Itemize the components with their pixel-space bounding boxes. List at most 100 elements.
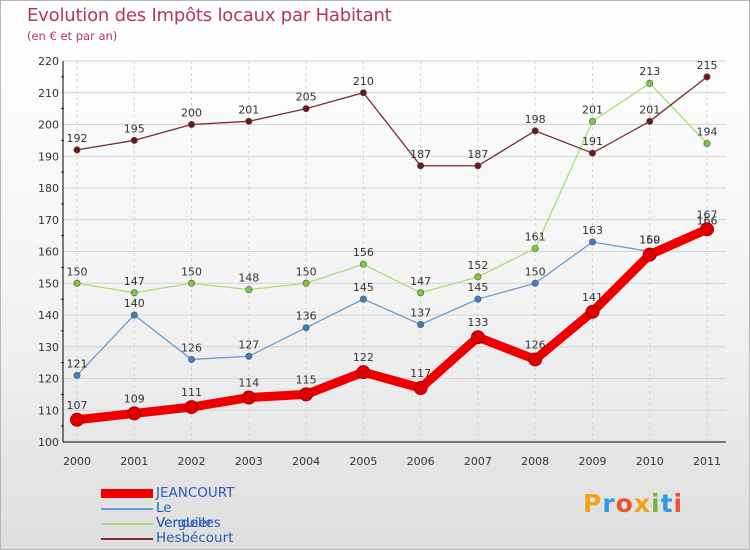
data-label: 117: [410, 367, 431, 380]
data-label: 114: [238, 377, 259, 390]
data-point: [359, 89, 367, 97]
data-point: [703, 73, 711, 81]
x-tick-label: 2010: [636, 455, 664, 468]
data-label: 166: [697, 214, 718, 227]
logo-letter: r: [602, 489, 616, 518]
data-label: 140: [124, 297, 145, 310]
data-label: 187: [467, 148, 488, 161]
data-point: [299, 387, 314, 402]
data-point: [356, 365, 371, 380]
data-point: [302, 105, 310, 113]
data-label: 198: [525, 113, 546, 126]
series-line: [76, 82, 708, 294]
data-point: [417, 162, 425, 170]
data-label: 109: [124, 392, 145, 405]
series-line: [76, 231, 708, 376]
logo-letter: i: [651, 489, 661, 518]
data-label: 200: [181, 107, 202, 120]
data-point: [73, 371, 81, 379]
data-point: [413, 381, 428, 396]
data-label: 150: [181, 265, 202, 278]
y-tick-label: 180: [38, 182, 59, 195]
data-point: [417, 289, 425, 297]
data-label: 147: [124, 275, 145, 288]
data-label: 161: [525, 230, 546, 243]
data-label: 115: [296, 373, 317, 386]
y-tick-label: 160: [38, 246, 59, 259]
data-point: [184, 400, 199, 415]
data-point: [585, 304, 600, 319]
data-label: 145: [467, 281, 488, 294]
logo-letter: i: [673, 489, 684, 518]
data-point: [417, 321, 425, 329]
data-label: 107: [67, 399, 88, 412]
data-label: 150: [296, 265, 317, 278]
data-point: [70, 412, 84, 427]
data-label: 145: [353, 281, 374, 294]
data-label: 136: [296, 310, 317, 323]
y-tick-label: 120: [38, 373, 59, 386]
data-label: 156: [353, 246, 374, 259]
data-label: 147: [410, 275, 431, 288]
data-label: 150: [67, 265, 88, 278]
data-label: 163: [582, 224, 603, 237]
y-tick-label: 210: [38, 87, 59, 100]
data-label: 201: [238, 103, 259, 116]
x-tick-label: 2002: [178, 455, 206, 468]
x-tick-label: 2008: [521, 455, 549, 468]
data-point: [188, 355, 196, 363]
data-label: 126: [525, 338, 546, 351]
data-point: [245, 117, 253, 125]
y-tick-label: 190: [38, 150, 59, 163]
data-label: 141: [582, 291, 603, 304]
legend-swatch-le-verguier: [101, 508, 153, 510]
y-tick-label: 110: [38, 404, 59, 417]
data-label: 187: [410, 148, 431, 161]
chart-subtitle: (en € et par an): [27, 29, 118, 43]
data-point: [73, 146, 81, 154]
series-line: [72, 224, 712, 425]
data-label: 127: [238, 338, 259, 351]
logo-letter: P: [583, 489, 603, 518]
data-point: [642, 247, 657, 262]
data-point: [474, 162, 482, 170]
data-point: [73, 279, 81, 287]
data-point: [245, 352, 253, 360]
y-tick-label: 220: [38, 55, 59, 68]
legend-swatch-jeancourt: [101, 489, 153, 498]
data-point: [302, 324, 310, 332]
x-tick-label: 2005: [349, 455, 377, 468]
data-point: [130, 311, 138, 319]
data-label: 160: [639, 234, 660, 247]
data-point: [588, 238, 596, 246]
x-tick-label: 2007: [464, 455, 492, 468]
data-point: [531, 127, 539, 135]
logo-letter: t: [660, 489, 674, 518]
y-tick-label: 130: [38, 341, 59, 354]
data-label: 215: [697, 59, 718, 72]
data-label: 148: [238, 272, 259, 285]
series-line: [76, 76, 708, 167]
data-point: [130, 136, 138, 144]
legend-swatch-hesbecourt: [101, 538, 153, 540]
y-tick-label: 150: [38, 277, 59, 290]
x-tick-label: 2006: [407, 455, 435, 468]
x-tick-label: 2011: [693, 455, 721, 468]
data-label: 150: [525, 265, 546, 278]
data-point: [646, 79, 654, 87]
data-point: [531, 279, 539, 287]
legend-label: Hesbécourt: [156, 530, 234, 546]
data-point: [703, 140, 711, 148]
data-point: [474, 273, 482, 281]
data-point: [359, 295, 367, 303]
data-label: 122: [353, 351, 374, 364]
data-label: 159: [639, 234, 660, 247]
data-point: [359, 260, 367, 268]
data-label: 210: [353, 75, 374, 88]
y-tick-label: 140: [38, 309, 59, 322]
chart-title: Evolution des Impôts locaux par Habitant: [27, 5, 392, 26]
data-point: [470, 330, 485, 345]
proxiti-logo: Proxiti: [583, 489, 683, 518]
